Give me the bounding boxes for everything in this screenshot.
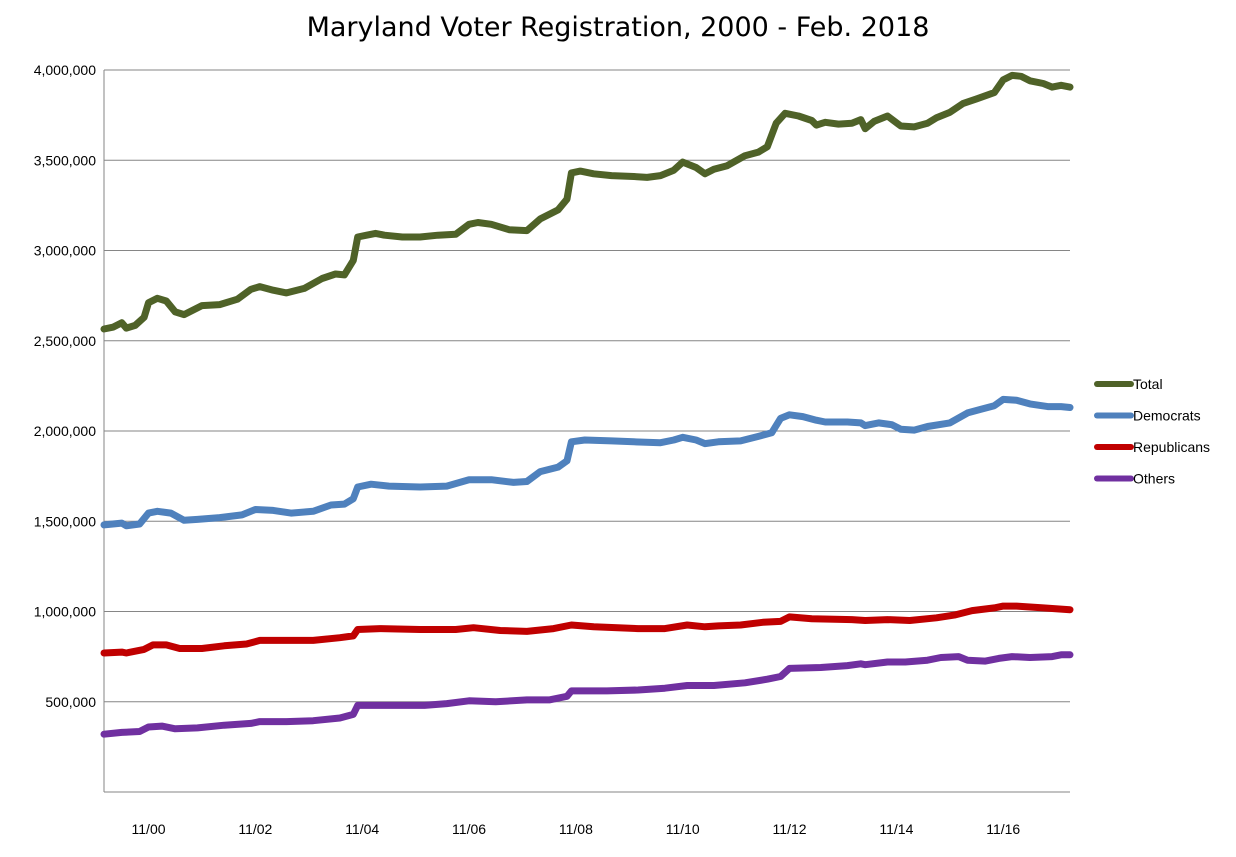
x-tick-label: 11/10 [666,821,700,837]
x-tick-label: 11/16 [986,821,1020,837]
y-tick-label: 1,000,000 [34,604,96,620]
x-tick-label: 11/02 [238,821,272,837]
series-line-total [100,71,1074,333]
axes: 500,000 1,000,000 1,500,000 2,000,000 2,500,… [34,62,1070,837]
y-tick-label: 3,000,000 [34,243,96,259]
series-lines [100,71,1074,738]
x-tick-label: 11/00 [132,821,166,837]
series-line-democrats [100,395,1074,530]
y-tick-label: 2,500,000 [34,333,96,349]
legend: Total Democrats Republicans Others [1094,376,1210,487]
gridlines [104,69,1070,703]
x-tick-label: 11/06 [452,821,486,837]
series-line-others [100,651,1074,738]
x-tick-label: 11/08 [559,821,593,837]
series-line-republicans [100,602,1074,657]
y-tick-label: 1,500,000 [34,513,96,529]
legend-label-democrats: Democrats [1133,408,1201,424]
y-tick-label: 2,000,000 [34,423,96,439]
chart-title: Maryland Voter Registration, 2000 - Feb.… [306,12,930,43]
legend-label-total: Total [1133,376,1163,392]
y-tick-label: 3,500,000 [34,152,96,168]
x-tick-label: 11/14 [879,821,913,837]
legend-label-republicans: Republicans [1133,439,1210,455]
y-tick-label: 500,000 [45,694,96,710]
x-tick-label: 11/04 [345,821,379,837]
x-tick-label: 11/12 [773,821,807,837]
y-tick-label: 4,000,000 [34,62,96,78]
legend-label-others: Others [1133,471,1175,487]
